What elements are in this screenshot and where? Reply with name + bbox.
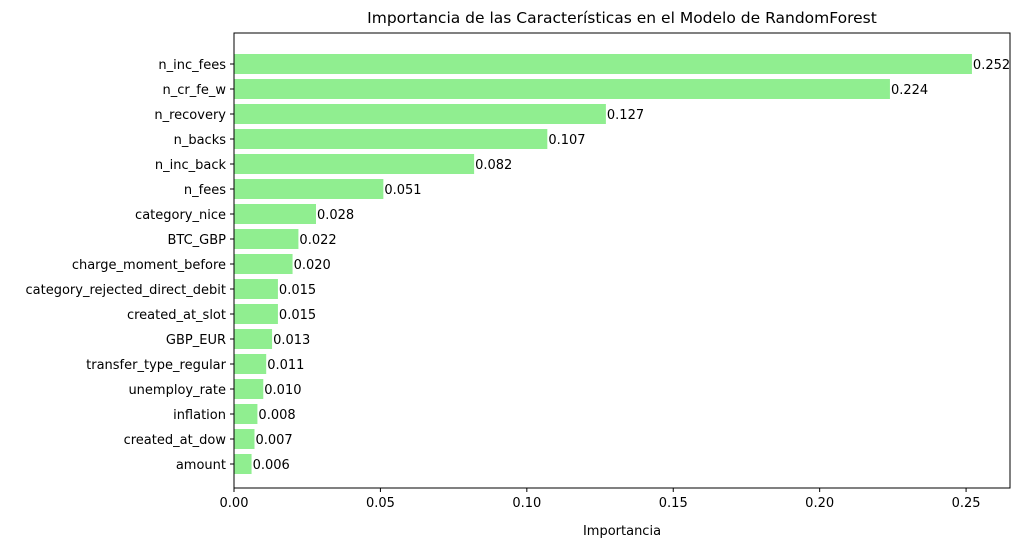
- y-tick-label-transfer_type_regular: transfer_type_regular: [86, 358, 227, 373]
- value-label-category_rejected_direct_debit: 0.015: [279, 283, 316, 298]
- value-label-transfer_type_regular: 0.011: [267, 358, 304, 373]
- value-label-created_at_dow: 0.007: [255, 433, 292, 448]
- bar-amount: [234, 454, 252, 474]
- x-axis-label: Importancia: [583, 524, 661, 539]
- bars-layer: [234, 54, 972, 474]
- bar-BTC_GBP: [234, 229, 299, 249]
- plot-frame: [233, 32, 1011, 489]
- y-tick-label-charge_moment_before: charge_moment_before: [72, 258, 226, 273]
- y-tick-label-BTC_GBP: BTC_GBP: [167, 233, 226, 248]
- bar-transfer_type_regular: [234, 354, 267, 374]
- bar-n_backs: [234, 129, 548, 149]
- y-tick-label-category_rejected_direct_debit: category_rejected_direct_debit: [26, 283, 227, 298]
- bar-GBP_EUR: [234, 329, 273, 349]
- bar-n_cr_fe_w: [234, 79, 890, 99]
- bar-created_at_slot: [234, 304, 278, 324]
- value-label-amount: 0.006: [253, 458, 290, 473]
- y-tick-label-unemploy_rate: unemploy_rate: [128, 383, 226, 398]
- value-label-n_recovery: 0.127: [607, 108, 644, 123]
- y-tick-label-n_cr_fe_w: n_cr_fe_w: [163, 83, 227, 98]
- y-tick-label-inflation: inflation: [173, 408, 226, 423]
- y-axis: n_inc_fees n_cr_fe_w n_recovery n_backs n_in…: [26, 58, 234, 473]
- chart-title: Importancia de las Características en el…: [367, 9, 877, 27]
- bar-category_rejected_direct_debit: [234, 279, 278, 299]
- value-label-category_nice: 0.028: [317, 208, 354, 223]
- y-tick-label-n_recovery: n_recovery: [154, 108, 226, 123]
- y-tick-label-amount: amount: [176, 458, 226, 473]
- x-axis: 0.00 0.05 0.10 0.15 0.20 0.25: [220, 488, 981, 511]
- value-label-charge_moment_before: 0.020: [294, 258, 331, 273]
- bar-charge_moment_before: [234, 254, 293, 274]
- y-tick-label-GBP_EUR: GBP_EUR: [166, 333, 226, 348]
- value-label-BTC_GBP: 0.022: [299, 233, 336, 248]
- bar-inflation: [234, 404, 258, 424]
- x-tick-label-0.05: 0.05: [366, 496, 395, 511]
- value-label-n_fees: 0.051: [384, 183, 421, 198]
- bar-created_at_dow: [234, 429, 255, 449]
- y-tick-label-category_nice: category_nice: [135, 208, 226, 223]
- bar-n_fees: [234, 179, 384, 199]
- x-tick-label-0.15: 0.15: [659, 496, 688, 511]
- y-tick-label-created_at_slot: created_at_slot: [127, 308, 226, 323]
- y-tick-label-n_inc_fees: n_inc_fees: [158, 58, 226, 73]
- y-tick-label-n_backs: n_backs: [174, 133, 227, 148]
- x-tick-label-0.25: 0.25: [952, 496, 981, 511]
- value-label-n_inc_back: 0.082: [475, 158, 512, 173]
- bar-unemploy_rate: [234, 379, 264, 399]
- value-label-n_inc_fees: 0.252: [973, 58, 1010, 73]
- bar-n_recovery: [234, 104, 606, 124]
- bar-n_inc_back: [234, 154, 475, 174]
- value-label-n_backs: 0.107: [548, 133, 585, 148]
- bar-n_inc_fees: [234, 54, 972, 74]
- value-label-n_cr_fe_w: 0.224: [891, 83, 928, 98]
- x-tick-label-0.10: 0.10: [512, 496, 541, 511]
- value-labels-layer: 0.252 0.224 0.127 0.107 0.082 0.051 0.028 0.022…: [253, 58, 1011, 473]
- value-label-created_at_slot: 0.015: [279, 308, 316, 323]
- y-tick-label-n_inc_back: n_inc_back: [155, 158, 227, 173]
- x-tick-label-0.00: 0.00: [220, 496, 249, 511]
- x-tick-label-0.20: 0.20: [805, 496, 834, 511]
- value-label-unemploy_rate: 0.010: [264, 383, 301, 398]
- value-label-inflation: 0.008: [258, 408, 295, 423]
- bar-category_nice: [234, 204, 316, 224]
- y-tick-label-created_at_dow: created_at_dow: [124, 433, 227, 448]
- value-label-GBP_EUR: 0.013: [273, 333, 310, 348]
- y-tick-label-n_fees: n_fees: [184, 183, 226, 198]
